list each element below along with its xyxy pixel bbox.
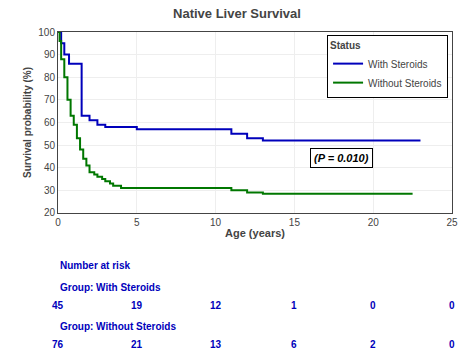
svg-text:70: 70 [44,94,56,105]
svg-text:Group: With Steroids: Group: With Steroids [60,282,161,293]
svg-text:0: 0 [370,300,376,311]
svg-text:2: 2 [370,339,376,350]
svg-text:0: 0 [449,300,455,311]
svg-text:100: 100 [38,27,55,38]
svg-text:0: 0 [449,339,455,350]
svg-text:90: 90 [44,49,56,60]
svg-text:40: 40 [44,162,56,173]
svg-text:50: 50 [44,140,56,151]
svg-text:Group: Without Steroids: Group: Without Steroids [60,321,176,332]
svg-text:Without Steroids: Without Steroids [368,78,441,89]
svg-text:30: 30 [44,185,56,196]
svg-text:Status: Status [330,40,361,51]
svg-text:1: 1 [291,300,297,311]
svg-text:6: 6 [291,339,297,350]
svg-text:15: 15 [289,217,301,228]
svg-text:13: 13 [210,339,222,350]
svg-text:19: 19 [131,300,143,311]
svg-text:20: 20 [368,217,380,228]
svg-text:20: 20 [44,207,56,218]
svg-text:Number at risk: Number at risk [60,260,130,271]
svg-text:Age (years): Age (years) [225,227,285,239]
svg-text:12: 12 [210,300,222,311]
svg-text:5: 5 [134,217,140,228]
svg-text:Survival probability (%): Survival probability (%) [22,67,33,178]
svg-text:80: 80 [44,72,56,83]
svg-text:76: 76 [52,339,64,350]
svg-text:0: 0 [55,217,61,228]
svg-text:45: 45 [52,300,64,311]
svg-text:60: 60 [44,117,56,128]
svg-text:25: 25 [446,217,458,228]
svg-text:With Steroids: With Steroids [368,59,427,70]
svg-text:10: 10 [210,217,222,228]
svg-text:(P = 0.010): (P = 0.010) [314,152,369,164]
svg-text:21: 21 [131,339,143,350]
svg-text:Native Liver Survival: Native Liver Survival [173,6,301,21]
